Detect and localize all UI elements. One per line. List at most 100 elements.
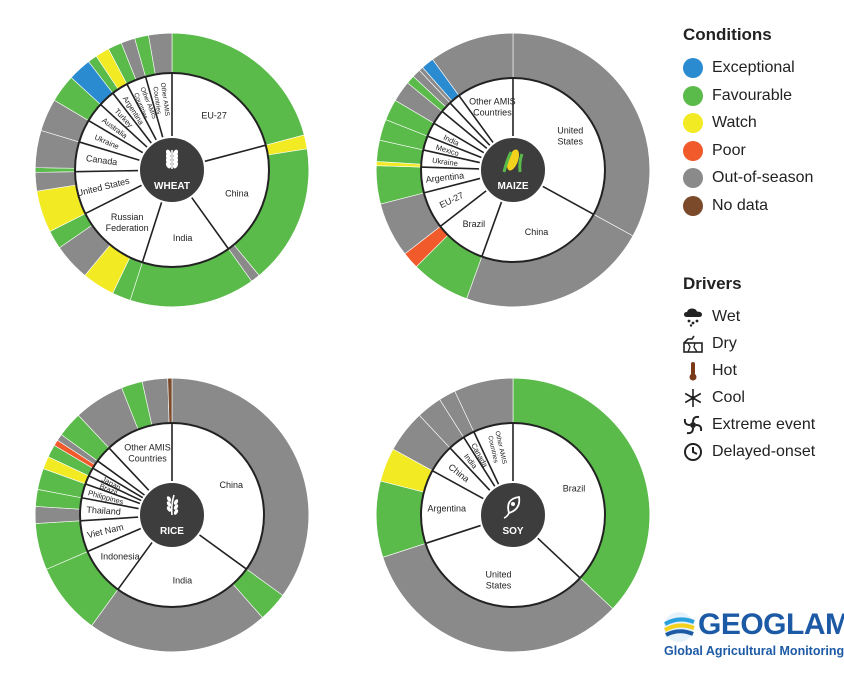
legend-label: Out-of-season xyxy=(712,169,814,186)
rice-country-divider xyxy=(108,447,150,492)
wheat-country-label: China xyxy=(225,188,249,198)
wheat-country-label: Russian Federation xyxy=(106,212,149,233)
maize-country-divider xyxy=(541,185,595,216)
poor-swatch xyxy=(683,141,703,161)
rice-country-divider xyxy=(117,541,154,590)
cyclone-icon xyxy=(683,415,703,435)
wheat-country-divider xyxy=(126,83,158,142)
legend-item-exceptional: Exceptional xyxy=(683,58,795,78)
legend-label: Dry xyxy=(712,335,737,352)
geoglam-logo: GEOGLAM Global Agricultural Monitoring xyxy=(660,608,844,660)
rice-country-divider xyxy=(80,516,140,522)
legend-item-hot: Hot xyxy=(683,361,737,381)
rice-country-label: Other AMIS Countries xyxy=(124,443,171,464)
maize-country-divider xyxy=(439,189,488,228)
conditions-legend-title: Conditions xyxy=(683,25,772,44)
snowflake-icon xyxy=(683,388,703,408)
soy-country-label: Argentina xyxy=(428,504,467,514)
soy-outer-ring-edge xyxy=(375,377,651,653)
soy-country-label: Brazil xyxy=(563,484,586,494)
legend-label: Delayed-onset xyxy=(712,443,816,460)
maize-country-divider xyxy=(481,200,503,257)
rice-country-label: China xyxy=(219,480,243,490)
clock-icon xyxy=(683,442,703,462)
rice-country-divider xyxy=(198,533,247,570)
maize-hub xyxy=(479,136,547,204)
no-data-swatch xyxy=(683,196,703,216)
soy-country-divider xyxy=(431,469,485,500)
rice-country-divider xyxy=(92,467,145,499)
rain-cloud-icon xyxy=(683,307,703,327)
wheat-country-divider xyxy=(203,144,266,163)
maize-country-divider xyxy=(421,166,481,170)
legend-item-poor: Poor xyxy=(683,141,746,161)
maize-country-divider xyxy=(441,110,489,150)
soy-icon xyxy=(503,495,521,519)
rice-country-divider xyxy=(88,475,143,502)
wheat-country-label: Other AMISCountries xyxy=(151,82,171,118)
favourable-swatch xyxy=(683,86,703,106)
wheat-country-label: India xyxy=(173,233,193,243)
wheat-country-divider xyxy=(144,76,164,139)
maize-country-divider xyxy=(423,149,481,164)
soy-country-divider xyxy=(536,537,581,579)
drivers-legend-title: Drivers xyxy=(683,274,742,293)
wheat-icon xyxy=(165,149,179,169)
wheat-country-divider xyxy=(141,201,163,263)
legend-label: Watch xyxy=(712,114,757,131)
maize-country-label: United States xyxy=(557,126,583,147)
soy-country-divider xyxy=(425,524,482,545)
soy-country-divider xyxy=(449,447,491,492)
wheat-outer-ring-edge xyxy=(34,32,310,308)
maize-icon xyxy=(502,149,524,173)
wheat-country-divider xyxy=(75,169,140,173)
logo-tagline: Global Agricultural Monitoring xyxy=(664,644,844,658)
rice-country-divider xyxy=(85,483,142,505)
rice-crop-label: RICE xyxy=(160,526,184,537)
legend-label: Extreme event xyxy=(712,416,816,433)
thermometer-icon xyxy=(683,361,703,381)
legend-item-favourable: Favourable xyxy=(683,86,792,106)
maize-crop-label: MAIZE xyxy=(497,181,528,192)
wheat-hub xyxy=(138,136,206,204)
wheat-country-divider xyxy=(88,119,145,154)
legend-item-wet: Wet xyxy=(683,307,740,327)
maize-country-label: Ukraine xyxy=(432,156,459,168)
wheat-country-divider xyxy=(99,103,149,149)
legend-label: Hot xyxy=(712,362,737,379)
legend-label: Cool xyxy=(712,389,745,406)
rice-country-divider xyxy=(97,460,146,497)
rice-country-divider xyxy=(81,496,140,510)
geoglam-globe-icon xyxy=(664,612,695,642)
maize-country-divider xyxy=(427,135,483,159)
maize-country-divider xyxy=(433,122,486,154)
out-of-season-swatch xyxy=(683,168,703,188)
legend-item-out-of-season: Out-of-season xyxy=(683,168,813,188)
rice-icon xyxy=(166,494,179,516)
maize-country-divider xyxy=(449,102,491,147)
legend-item-dry: Dry xyxy=(683,334,737,354)
soy-crop-label: SOY xyxy=(502,526,523,537)
logo-wordmark: GEOGLAM xyxy=(698,608,844,641)
maize-country-divider xyxy=(458,95,495,144)
wheat-country-label: Canada xyxy=(85,153,118,167)
wheat-country-label: EU-27 xyxy=(201,110,227,120)
maize-outer-ring-edge xyxy=(375,32,651,308)
legend-label: Favourable xyxy=(712,87,793,104)
maize-country-label: Argentina xyxy=(425,170,464,184)
wheat-country-divider xyxy=(112,92,153,145)
wheat-country-divider xyxy=(84,184,143,215)
watch-swatch xyxy=(683,113,703,133)
legend-label: Poor xyxy=(712,142,746,159)
legend-label: Exceptional xyxy=(712,59,795,76)
legend-item-delayed-onset: Delayed-onset xyxy=(683,442,815,462)
soy-country-divider xyxy=(463,436,496,488)
maize-country-label: Other AMIS Countries xyxy=(469,96,516,117)
soy-country-label: United States xyxy=(485,569,511,590)
maize-country-divider xyxy=(423,177,482,194)
legend-item-cool: Cool xyxy=(683,388,745,408)
legend-item-no-data: No data xyxy=(683,196,768,216)
